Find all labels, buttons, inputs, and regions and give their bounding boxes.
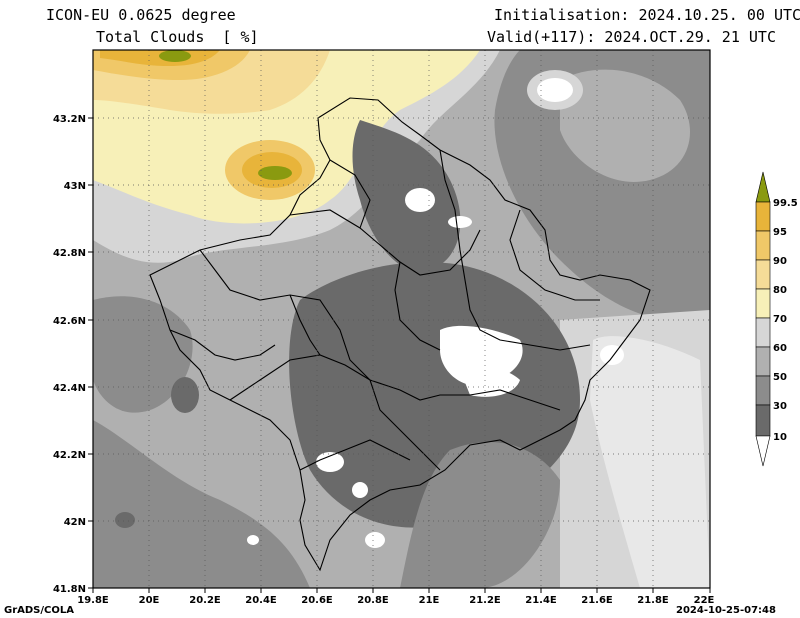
legend-swatch [755, 230, 771, 261]
legend-swatch [755, 404, 771, 437]
color-legend: 99.5 95 90 80 70 60 50 30 10 [755, 171, 798, 467]
legend-swatch [755, 288, 771, 319]
x-axis-ticks: 19.8E 20E 20.2E 20.4E 20.6E 20.8E 21E 21… [77, 588, 715, 606]
legend-label: 50 [773, 372, 787, 383]
legend-swatch [755, 259, 771, 290]
field-title: Total Clouds [ %] [96, 28, 259, 46]
legend-swatch [755, 375, 771, 406]
legend-label: 99.5 [773, 198, 798, 209]
border-lines [149, 97, 651, 572]
legend-swatch [755, 435, 771, 467]
x-tick-label: 21E [419, 595, 440, 606]
y-tick-label: 42.4N [53, 383, 86, 394]
render-timestamp: 2024-10-25-07:48 [676, 605, 776, 616]
valid-time: Valid(+117): 2024.OCT.29. 21 UTC [487, 28, 776, 46]
y-tick-label: 42.2N [53, 450, 86, 461]
legend-label: 90 [773, 256, 787, 267]
legend-swatch [755, 317, 771, 348]
legend-swatch [755, 201, 771, 232]
x-tick-label: 20E [139, 595, 160, 606]
x-tick-label: 20.6E [301, 595, 333, 606]
legend-swatch [755, 346, 771, 377]
y-tick-label: 42.8N [53, 248, 86, 259]
x-tick-label: 20.4E [245, 595, 277, 606]
legend-label: 95 [773, 227, 787, 238]
legend-label: 10 [773, 432, 787, 443]
x-tick-label: 20.2E [189, 595, 221, 606]
model-title: ICON-EU 0.0625 degree [46, 6, 236, 24]
legend-label: 80 [773, 285, 787, 296]
map-frame [92, 49, 711, 589]
y-tick-label: 43N [64, 181, 86, 192]
y-tick-label: 42N [64, 517, 86, 528]
grads-credit: GrADS/COLA [4, 605, 74, 616]
x-tick-label: 20.8E [357, 595, 389, 606]
x-tick-label: 21.6E [581, 595, 613, 606]
x-tick-label: 21.4E [525, 595, 557, 606]
x-tick-label: 21.8E [637, 595, 669, 606]
legend-swatch [755, 171, 771, 203]
x-tick-label: 22E [694, 595, 715, 606]
x-tick-label: 19.8E [77, 595, 109, 606]
legend-label: 30 [773, 401, 787, 412]
y-tick-label: 42.6N [53, 316, 86, 327]
cloud-field [93, 50, 710, 588]
legend-label: 70 [773, 314, 787, 325]
init-time: Initialisation: 2024.10.25. 00 UTC [494, 6, 800, 24]
x-tick-label: 21.2E [469, 595, 501, 606]
y-axis-ticks: 43.2N 43N 42.8N 42.6N 42.4N 42.2N 42N 41… [53, 114, 93, 595]
y-tick-label: 43.2N [53, 114, 86, 125]
legend-label: 60 [773, 343, 787, 354]
y-tick-label: 41.8N [53, 584, 86, 595]
